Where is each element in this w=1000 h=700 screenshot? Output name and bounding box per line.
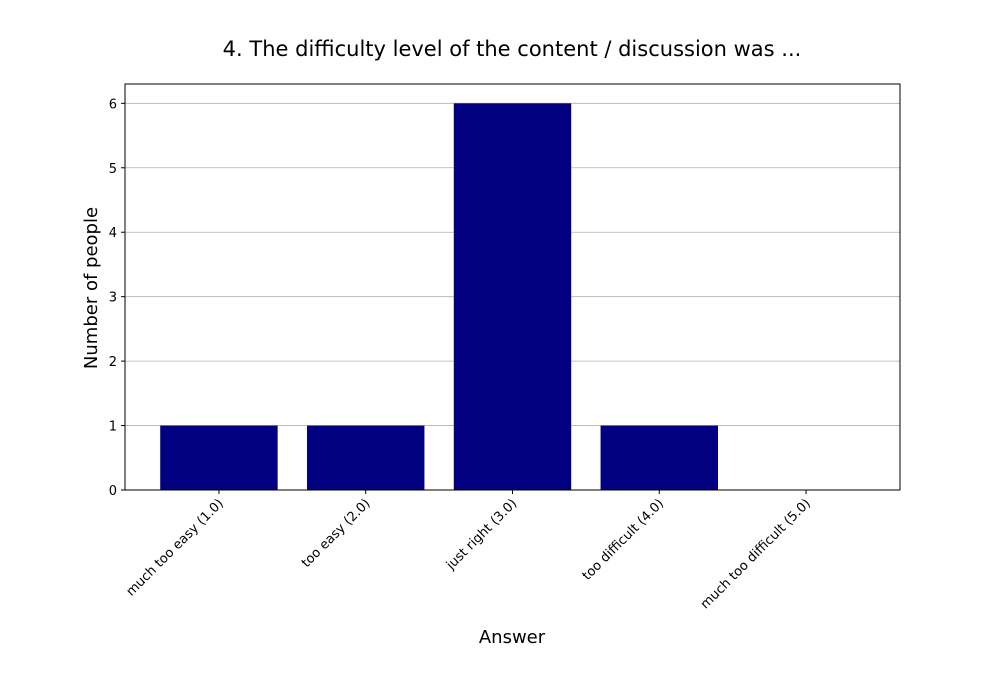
y-tick-label: 5 [109, 162, 117, 177]
chart-title: 4. The difficulty level of the content /… [223, 37, 802, 61]
y-tick-label: 3 [109, 291, 117, 306]
x-axis-label: Answer [479, 627, 546, 648]
bar [160, 425, 278, 490]
bar [453, 103, 572, 490]
bar [307, 425, 425, 490]
x-tick-label: too difficult (4.0) [580, 496, 667, 583]
bar [600, 425, 718, 490]
x-tick-label: much too difficult (5.0) [698, 496, 814, 612]
y-tick-label: 6 [109, 97, 117, 112]
y-tick-label: 1 [109, 420, 117, 435]
y-tick-label: 2 [109, 355, 117, 370]
x-tick-label: just right (3.0) [443, 496, 520, 573]
x-tick-label: much too easy (1.0) [124, 496, 227, 599]
x-tick-label: too easy (2.0) [299, 496, 374, 571]
y-tick-label: 0 [109, 484, 117, 499]
y-tick-label: 4 [109, 226, 117, 241]
plot-frame [124, 83, 901, 491]
y-axis-label: Number of people [81, 207, 102, 369]
